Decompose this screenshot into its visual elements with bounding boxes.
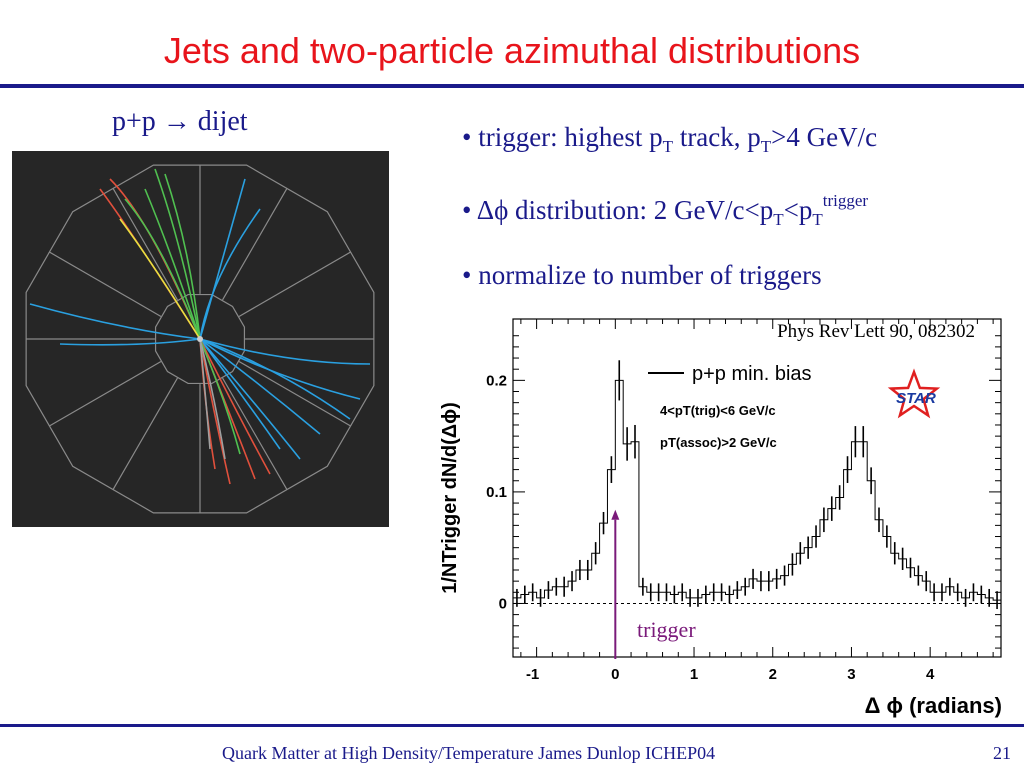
detector-sector-line [238,361,351,427]
star-logo-text: STAR [896,390,936,407]
y-tick-label: 0.2 [486,372,507,389]
particle-track [59,338,201,346]
x-tick-label: 1 [690,666,698,683]
detector-sector-line [49,251,162,317]
detector-sector-line [49,361,162,427]
event-display-image [12,151,389,527]
x-axis-title: Δ ϕ (radians) [865,693,1002,718]
particle-track [199,338,361,400]
footer-text: Quark Matter at High Density/Temperature… [222,743,716,763]
event-subtitle: p+p → dijet [112,106,248,137]
trigger-arrow-head [611,509,620,520]
bullet-delta-phi: • Δϕ distribution: 2 GeV/c<pT<pTtrigger [462,191,869,229]
detector-sector-line [222,377,288,490]
y-tick-label: 0.1 [486,484,507,501]
particle-track [154,168,201,340]
particle-track [109,178,201,340]
y-axis-title: 1/NTrigger dN/d(Δϕ) [439,402,461,594]
histogram-line [513,379,1001,601]
particle-track [144,188,201,340]
particle-track [119,218,201,340]
plot-group: -1 0 1 2 3 4 0 0.1 0.2 trigger Phys Rev Lett 90, 0… [439,318,1002,718]
detector-sector-line [112,188,178,301]
particle-track [199,338,351,420]
x-tick-label: 2 [769,666,777,683]
particle-track [164,173,201,340]
detector-sector-line [238,251,351,317]
particle-track [199,338,281,450]
chart-svg: -1 0 1 2 3 4 0 0.1 0.2 trigger Phys Rev Lett 90, 0… [439,318,1002,718]
particle-track [199,208,261,340]
legend-label: p+p min. bias [692,363,812,385]
citation-text: Phys Rev Lett 90, 082302 [777,321,975,342]
title-rule [0,84,1024,88]
star-logo-icon [887,368,941,419]
x-tick-label: -1 [526,666,539,683]
particle-track [199,338,371,365]
particle-track [124,198,201,340]
bullet-normalize: • normalize to number of triggers [462,260,822,290]
x-tick-label: 4 [926,666,935,683]
y-tick-label: 0 [499,595,507,612]
legend-cut-assoc: pT(assoc)>2 GeV/c [660,435,777,450]
particle-track [199,338,241,455]
bullet-trigger: • trigger: highest pT track, pT>4 GeV/c [462,122,878,156]
particle-track [199,178,246,340]
particle-track [199,338,301,460]
azimuthal-correlation-chart: -1 0 1 2 3 4 0 0.1 0.2 trigger Phys Rev Lett 90, 0… [424,308,1016,724]
page-number: 21 [993,743,1011,763]
trigger-annotation: trigger [637,617,696,642]
detector-inner-ring [154,293,246,385]
particle-track [199,338,211,450]
footer-rule [0,724,1024,727]
particle-track [199,338,226,460]
legend-cut-trigger: 4<pT(trig)<6 GeV/c [660,403,776,418]
collision-vertex [197,336,203,342]
x-tick-label: 3 [847,666,855,683]
detector-sector-line [112,377,178,490]
particle-track [199,338,271,475]
particle-track [199,338,321,435]
detector-sector-line [222,188,288,301]
detector-outer-ring [25,164,375,514]
star-detector-event-display-icon [25,164,375,514]
slide-title: Jets and two-particle azimuthal distribu… [163,30,861,71]
particle-track [199,338,231,485]
particle-track [29,303,201,340]
x-tick-label: 0 [611,666,619,683]
